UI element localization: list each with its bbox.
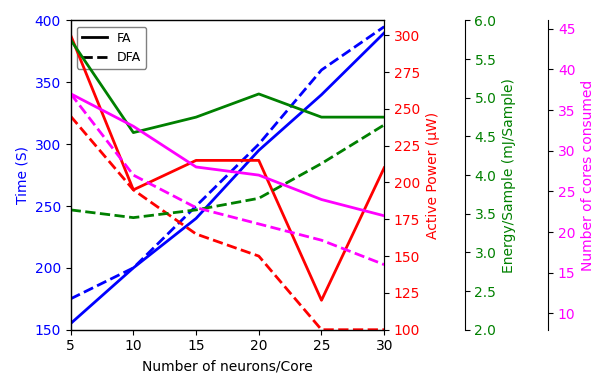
Y-axis label: Active Power (μW): Active Power (μW) [426,111,440,239]
X-axis label: Number of neurons/Core: Number of neurons/Core [142,359,313,373]
Y-axis label: Time (S): Time (S) [15,146,29,204]
Legend: FA, DFA: FA, DFA [77,27,146,69]
Y-axis label: Energy/Sample (mJ/Sample): Energy/Sample (mJ/Sample) [502,78,516,272]
Y-axis label: Number of cores consumed: Number of cores consumed [581,80,595,271]
